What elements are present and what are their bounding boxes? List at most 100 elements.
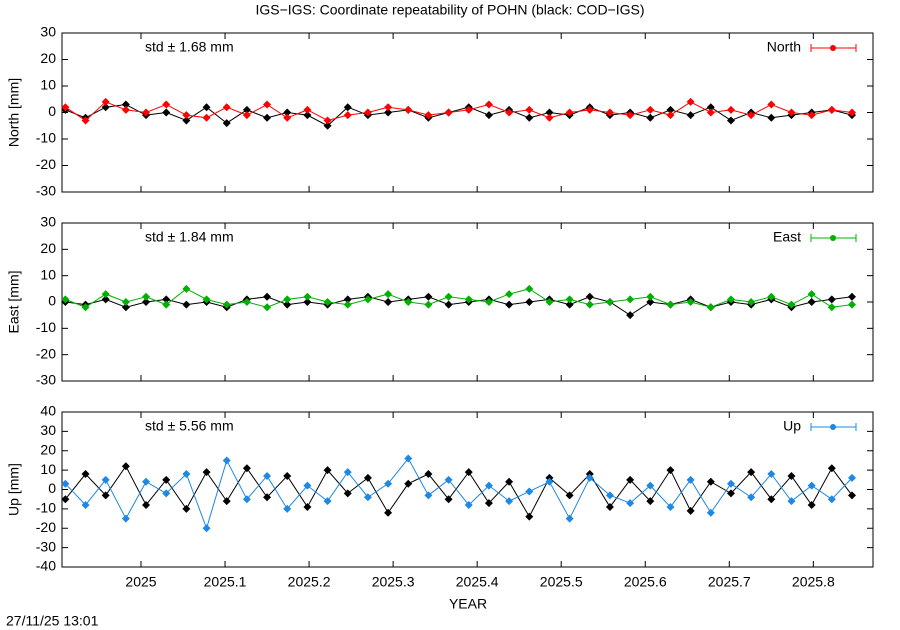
x-tick-label: 2025.3 (372, 574, 415, 590)
data-point (706, 103, 715, 112)
data-point (827, 464, 836, 473)
data-point (263, 471, 272, 480)
data-point (121, 514, 130, 523)
data-point (726, 479, 735, 488)
data-point (142, 292, 151, 301)
y-tick-label: 10 (40, 266, 56, 282)
data-point (101, 103, 110, 112)
data-point (142, 298, 151, 306)
data-point (142, 108, 151, 117)
x-tick-label: 2025.4 (456, 574, 499, 590)
data-point (222, 103, 231, 112)
data-point (384, 298, 393, 306)
data-point (283, 295, 292, 304)
data-point (706, 508, 715, 517)
data-point (121, 105, 130, 114)
data-point (464, 501, 473, 509)
data-point (343, 300, 352, 309)
y-tick-label: -20 (36, 345, 56, 361)
series-line (65, 288, 853, 308)
y-tick-label: -10 (36, 319, 56, 335)
data-point (444, 108, 453, 117)
data-point (747, 298, 756, 306)
data-point (363, 493, 372, 502)
data-point (182, 284, 191, 293)
data-point (202, 468, 211, 477)
data-point (807, 298, 816, 306)
data-point (263, 100, 272, 109)
y-tick-label: 0 (48, 480, 56, 496)
data-point (484, 499, 493, 508)
data-point (343, 489, 352, 498)
data-point (121, 303, 130, 312)
data-point (505, 108, 514, 117)
data-point (585, 300, 594, 309)
data-point (444, 475, 453, 484)
data-point (384, 108, 393, 117)
legend-label: East (773, 229, 801, 245)
chart-title: IGS−IGS: Coordinate repeatability of POH… (255, 2, 644, 18)
data-point (847, 300, 856, 309)
data-point (162, 489, 171, 498)
data-point (666, 111, 675, 120)
data-point (384, 508, 393, 517)
data-point (646, 298, 655, 306)
data-point (464, 295, 473, 304)
x-axis-label: YEAR (449, 596, 487, 612)
data-point (242, 464, 251, 473)
data-point (847, 292, 856, 301)
data-point (767, 100, 776, 109)
data-point (81, 470, 90, 478)
x-tick-label: 2025.5 (540, 574, 583, 590)
data-point (162, 100, 171, 109)
data-point (666, 105, 675, 114)
data-point (323, 298, 332, 306)
annotation: std ± 1.68 mm (145, 39, 234, 55)
data-point (182, 116, 191, 125)
data-point (646, 105, 655, 114)
data-point (101, 290, 110, 299)
data-point (81, 501, 90, 509)
y-tick-label: -30 (36, 183, 56, 199)
data-point (847, 473, 856, 482)
data-point (182, 300, 191, 309)
data-point (545, 113, 554, 122)
data-point (585, 473, 594, 482)
data-point (545, 477, 554, 486)
y-tick-label: -30 (36, 538, 56, 554)
data-point (484, 111, 493, 120)
series-line (65, 104, 853, 127)
data-point (505, 477, 514, 486)
data-point (202, 524, 211, 533)
data-point (827, 295, 836, 304)
data-point (101, 475, 110, 484)
legend-label: Up (783, 418, 801, 434)
data-point (505, 290, 514, 299)
data-point (81, 303, 90, 312)
data-point (565, 300, 574, 309)
data-point (404, 479, 413, 488)
data-point (807, 290, 816, 299)
data-point (505, 497, 514, 506)
data-point (484, 100, 493, 109)
data-point (726, 295, 735, 304)
data-point (263, 113, 272, 122)
data-point (424, 300, 433, 309)
y-axis-label: North [mm] (6, 78, 22, 147)
data-point (847, 108, 856, 117)
data-point (726, 116, 735, 125)
data-point (626, 295, 635, 304)
data-point (525, 487, 534, 496)
data-point (747, 468, 756, 477)
data-point (343, 468, 352, 477)
data-point (222, 119, 231, 128)
series-line (65, 101, 853, 122)
data-point (525, 105, 534, 114)
data-point (162, 108, 171, 117)
data-point (464, 105, 473, 114)
data-point (323, 121, 332, 130)
data-point (222, 300, 231, 309)
y-tick-label: 40 (40, 403, 56, 419)
data-point (626, 111, 635, 120)
